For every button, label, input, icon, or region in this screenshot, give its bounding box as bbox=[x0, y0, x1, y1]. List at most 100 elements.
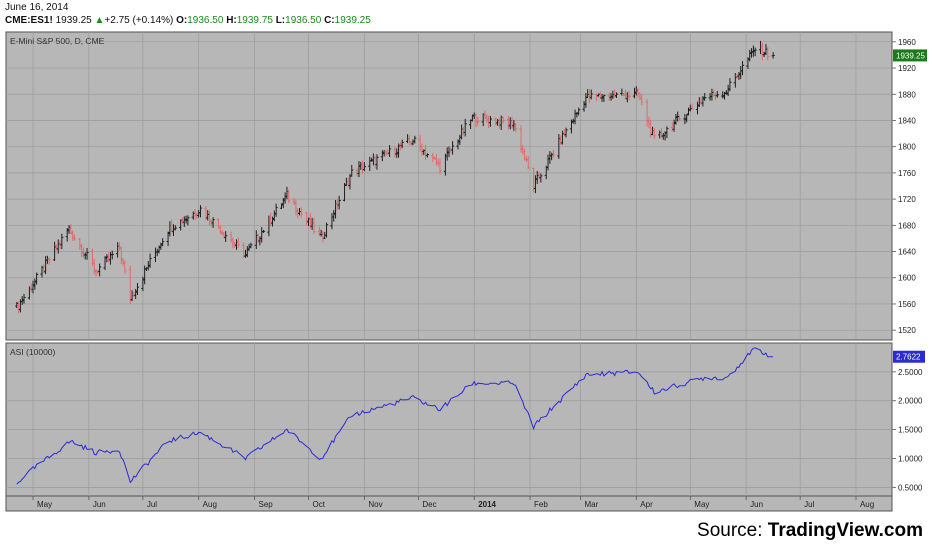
ohlc-bar bbox=[690, 103, 694, 111]
ohlc-bar bbox=[476, 116, 480, 127]
ohlc-bar bbox=[766, 46, 770, 61]
price-y-label: 1680 bbox=[898, 221, 916, 230]
source-credit: Source: TradingView.com bbox=[697, 520, 923, 542]
price-y-label: 1760 bbox=[898, 169, 916, 178]
x-tick-label: Sep bbox=[259, 500, 274, 509]
ohlc-bar bbox=[740, 61, 745, 76]
symbol[interactable]: CME:ES1! bbox=[5, 15, 53, 26]
x-tick-label: Nov bbox=[368, 500, 382, 509]
ohlc-bar bbox=[249, 242, 253, 249]
ohlc-bar bbox=[451, 141, 455, 155]
ohlc-bar bbox=[224, 231, 228, 243]
ohlc-bar bbox=[173, 225, 177, 231]
x-tick-label: Jun bbox=[93, 500, 106, 509]
asi-line bbox=[16, 347, 774, 485]
ohlc-bar bbox=[640, 94, 644, 106]
x-tick-label: Jun bbox=[750, 500, 763, 509]
ohlc-bar bbox=[135, 283, 140, 295]
price-y-label: 1520 bbox=[898, 326, 916, 335]
price-y-label: 1800 bbox=[898, 143, 916, 152]
price-change: +2.75 (+0.14%) bbox=[104, 15, 174, 26]
close-value: 1939.25 bbox=[334, 15, 371, 26]
ohlc-bar bbox=[703, 92, 707, 101]
ohlc-bar bbox=[148, 253, 152, 268]
ohlc-bar bbox=[362, 162, 366, 172]
x-tick-label: Aug bbox=[860, 500, 874, 509]
ohlc-bar bbox=[186, 215, 190, 226]
x-tick-label: Feb bbox=[534, 500, 548, 509]
close-label: C: bbox=[324, 15, 335, 26]
ohlc-bar bbox=[261, 229, 266, 233]
ohlc-bar bbox=[425, 153, 429, 158]
asi-pane bbox=[5, 342, 893, 497]
price-y-label: 1960 bbox=[898, 38, 916, 47]
ohlc-bar bbox=[287, 189, 291, 204]
low-value: 1936.50 bbox=[285, 15, 322, 26]
ohlc-bar bbox=[771, 52, 775, 59]
price-y-label: 1840 bbox=[898, 116, 916, 125]
ohlc-bar bbox=[387, 145, 392, 157]
ohlc-bar bbox=[564, 127, 568, 138]
last-price: 1939.25 bbox=[55, 15, 92, 26]
x-tick-label: Oct bbox=[313, 500, 326, 509]
x-tick-label: Jul bbox=[804, 500, 814, 509]
ohlc-bar bbox=[299, 207, 303, 218]
x-tick-label: May bbox=[37, 500, 52, 509]
ohlc-bar bbox=[728, 78, 732, 92]
ohlc-bar bbox=[715, 90, 719, 98]
ohlc-bar bbox=[514, 123, 518, 133]
ohlc-bar bbox=[753, 47, 757, 57]
ohlc-bar bbox=[438, 158, 442, 175]
ohlc-bar bbox=[539, 173, 543, 183]
ohlc-bar bbox=[47, 257, 51, 265]
asi-last-tag bbox=[893, 350, 925, 363]
x-tick-label: Mar bbox=[584, 500, 598, 509]
ohlc-bar bbox=[98, 263, 102, 277]
ohlc-bar bbox=[22, 293, 26, 304]
ohlc-bar bbox=[72, 234, 77, 241]
open-value: 1936.50 bbox=[187, 15, 224, 26]
x-tick-label: Apr bbox=[640, 500, 653, 509]
ohlc-bar bbox=[602, 94, 606, 102]
ohlc-bar bbox=[35, 272, 39, 285]
x-tick-label: 2014 bbox=[478, 500, 496, 509]
ohlc-bar bbox=[400, 139, 404, 149]
ohlc-bar bbox=[577, 107, 581, 116]
high-label: H: bbox=[226, 15, 237, 26]
ohlc-bar bbox=[627, 91, 631, 101]
ohlc-bar bbox=[551, 149, 556, 158]
low-label: L: bbox=[275, 15, 286, 26]
price-y-label: 1560 bbox=[898, 300, 916, 309]
source-prefix: Source: bbox=[697, 520, 768, 541]
price-y-label: 1880 bbox=[898, 90, 916, 99]
ohlc-bar bbox=[161, 238, 165, 247]
quote-line: CME:ES1! 1939.25 ▲+2.75 (+0.14%) O:1936.… bbox=[5, 15, 371, 26]
ohlc-bar bbox=[123, 260, 127, 274]
asi-pane-title: ASI (10000) bbox=[10, 347, 56, 357]
ohlc-bar bbox=[501, 116, 505, 124]
ohlc-bar bbox=[274, 203, 278, 217]
source-name[interactable]: TradingView.com bbox=[767, 520, 923, 541]
asi-y-label: 1.0000 bbox=[898, 454, 923, 463]
price-y-label: 1920 bbox=[898, 64, 916, 73]
ohlc-bar bbox=[652, 127, 656, 140]
ohlc-bar bbox=[60, 233, 64, 250]
ohlc-bar bbox=[350, 164, 354, 177]
ohlc-bar bbox=[312, 217, 316, 234]
date-axis-strip bbox=[5, 495, 893, 512]
x-tick-label: Aug bbox=[203, 500, 217, 509]
ohlc-bar bbox=[337, 195, 341, 210]
chart-date: June 16, 2014 bbox=[5, 2, 69, 13]
ohlc-bar bbox=[375, 154, 379, 170]
asi-y-label: 1.5000 bbox=[898, 426, 923, 435]
ohlc-bar bbox=[198, 205, 203, 218]
price-last-label: 1939.25 bbox=[896, 51, 925, 60]
high-value: 1939.75 bbox=[236, 15, 273, 26]
ohlc-bar bbox=[488, 115, 493, 127]
ohlc-bar bbox=[589, 89, 593, 100]
price-last-tag bbox=[893, 49, 927, 62]
asi-y-label: 2.5000 bbox=[898, 368, 923, 377]
asi-y-label: 0.5000 bbox=[898, 483, 923, 492]
ohlc-bar bbox=[463, 118, 467, 137]
